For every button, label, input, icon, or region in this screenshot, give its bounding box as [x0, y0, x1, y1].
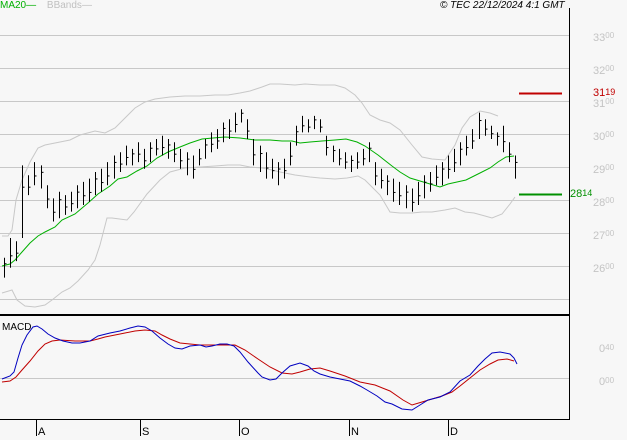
- price-tick-label: 2800: [593, 196, 615, 209]
- price-tick-label: 3000: [593, 130, 615, 143]
- price-tick-label: 2600: [593, 262, 615, 275]
- price-tick-label: 3200: [593, 64, 615, 77]
- legend-bbands: BBands—: [46, 0, 92, 11]
- copyright-timestamp: © TEC 22/12/2024 4:1 GMT: [440, 0, 565, 11]
- price-tick-label: 2700: [593, 229, 615, 242]
- month-ticks: [36, 419, 449, 436]
- chart-legend: MA20— BBands—: [0, 0, 92, 12]
- macd-line: [1, 325, 518, 411]
- month-label: D: [450, 426, 458, 438]
- month-label: A: [38, 426, 46, 438]
- month-label: S: [142, 426, 150, 438]
- macd-tick-label: 040: [599, 343, 615, 355]
- price-tick-label: 3300: [593, 31, 615, 44]
- gridlines: [0, 35, 569, 379]
- month-label: O: [241, 426, 250, 438]
- legend-ma20: MA20—: [0, 0, 37, 11]
- bbands-upper: [2, 83, 499, 237]
- ohlc-bars: [4, 109, 518, 278]
- bbands-lower: [1, 164, 516, 308]
- macd-pane-label: MACD: [2, 322, 32, 333]
- month-label: N: [351, 426, 359, 438]
- resistance-level-label: 3119: [593, 87, 616, 99]
- price-tick-label: 2900: [593, 163, 615, 176]
- price-tick-label: 3100: [593, 97, 615, 110]
- macd-signal-line: [1, 329, 515, 406]
- support-level-label: 2814: [570, 188, 593, 200]
- ma20-line: [1, 136, 515, 267]
- macd-tick-label: 000: [599, 376, 615, 388]
